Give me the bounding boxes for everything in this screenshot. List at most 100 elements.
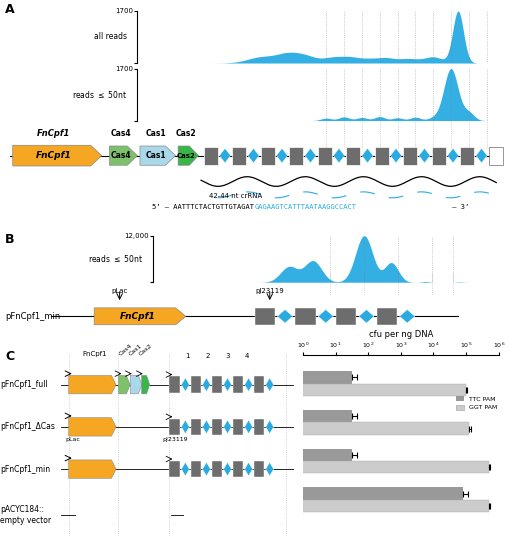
Text: pFnCpf1_ΔCas: pFnCpf1_ΔCas [0, 423, 55, 431]
Text: Cas2: Cas2 [177, 153, 195, 158]
Bar [0, 487, 463, 500]
Text: pJ23119: pJ23119 [163, 437, 188, 442]
Polygon shape [266, 463, 274, 476]
Bar [204, 147, 218, 164]
Text: pJ23119: pJ23119 [256, 288, 284, 294]
Text: reads $\leq$ 50nt: reads $\leq$ 50nt [88, 253, 143, 265]
Polygon shape [181, 463, 189, 476]
Text: Cas4: Cas4 [111, 151, 131, 160]
Polygon shape [277, 310, 293, 323]
Polygon shape [203, 378, 210, 391]
Text: FnCpf1: FnCpf1 [82, 351, 107, 357]
Text: A: A [5, 3, 15, 16]
Bar [0, 371, 352, 384]
Bar [212, 461, 222, 477]
Bar [261, 147, 275, 164]
Bar [233, 419, 243, 435]
FancyArrow shape [69, 375, 116, 394]
FancyArrow shape [13, 145, 102, 166]
Text: pACYC184::
empty vector: pACYC184:: empty vector [0, 505, 51, 525]
Bar [295, 308, 316, 325]
Polygon shape [245, 420, 252, 433]
Polygon shape [245, 463, 252, 476]
Bar [0, 461, 489, 473]
Bar [346, 147, 360, 164]
Polygon shape [181, 378, 189, 391]
Bar [0, 410, 352, 423]
Text: Cas4: Cas4 [118, 344, 133, 357]
Bar [0, 423, 469, 435]
FancyArrow shape [69, 460, 116, 478]
Text: 4: 4 [245, 353, 249, 359]
Text: FnCpf1: FnCpf1 [120, 312, 155, 321]
Bar [190, 376, 201, 393]
Text: Cas2: Cas2 [176, 129, 196, 138]
FancyArrow shape [142, 375, 150, 394]
FancyArrow shape [69, 418, 116, 436]
Bar [403, 147, 417, 164]
Text: reads $\leq$ 50nt: reads $\leq$ 50nt [72, 89, 127, 100]
Bar [460, 147, 474, 164]
FancyArrow shape [140, 146, 176, 165]
Polygon shape [276, 149, 288, 163]
Bar [489, 147, 503, 164]
Text: FnCpf1: FnCpf1 [36, 151, 71, 160]
Text: 3: 3 [225, 353, 230, 359]
Bar [254, 376, 265, 393]
Bar [233, 461, 243, 477]
Polygon shape [181, 420, 189, 433]
Polygon shape [318, 310, 333, 323]
Bar [169, 376, 180, 393]
Polygon shape [476, 149, 487, 163]
Bar [0, 449, 352, 461]
Text: Cas4: Cas4 [111, 129, 131, 138]
Bar [232, 147, 246, 164]
Text: Cas1: Cas1 [128, 344, 144, 357]
Text: B: B [5, 233, 15, 246]
Text: FnCpf1: FnCpf1 [37, 129, 70, 138]
Text: 2: 2 [206, 353, 210, 359]
Polygon shape [305, 149, 316, 163]
Text: 1: 1 [186, 353, 190, 359]
Bar [289, 147, 303, 164]
Polygon shape [203, 463, 210, 476]
Bar [336, 308, 356, 325]
X-axis label: cfu per ng DNA: cfu per ng DNA [369, 330, 433, 339]
Bar [212, 419, 222, 435]
Bar [254, 461, 265, 477]
Bar [169, 419, 180, 435]
Polygon shape [219, 149, 231, 163]
FancyArrow shape [119, 375, 130, 394]
Polygon shape [333, 149, 345, 163]
Text: Cas1: Cas1 [146, 129, 166, 138]
FancyArrow shape [109, 146, 137, 165]
Text: all reads: all reads [94, 32, 127, 42]
Bar [233, 376, 243, 393]
Polygon shape [245, 378, 252, 391]
Text: Cas1: Cas1 [146, 151, 166, 160]
Bar [212, 376, 222, 393]
Legend: TTC PAM, GGT PAM: TTC PAM, GGT PAM [454, 393, 500, 413]
Polygon shape [223, 378, 232, 391]
Bar [254, 419, 265, 435]
Text: GAGAAGTCATTTAATAAGGCCACT: GAGAAGTCATTTAATAAGGCCACT [254, 204, 356, 210]
Bar [254, 308, 275, 325]
Bar [0, 500, 489, 512]
Polygon shape [419, 149, 430, 163]
FancyArrow shape [94, 308, 186, 325]
Polygon shape [359, 310, 374, 323]
Polygon shape [400, 310, 415, 323]
Bar [0, 384, 466, 396]
Polygon shape [203, 420, 210, 433]
Polygon shape [248, 149, 259, 163]
Text: – 3’: – 3’ [448, 204, 469, 210]
FancyArrow shape [178, 146, 199, 165]
Polygon shape [266, 378, 274, 391]
Text: C: C [5, 350, 14, 363]
Polygon shape [266, 420, 274, 433]
Bar [432, 147, 446, 164]
Text: pFnCpf1_full: pFnCpf1_full [0, 380, 48, 389]
Bar [169, 461, 180, 477]
Polygon shape [223, 420, 232, 433]
Polygon shape [447, 149, 459, 163]
